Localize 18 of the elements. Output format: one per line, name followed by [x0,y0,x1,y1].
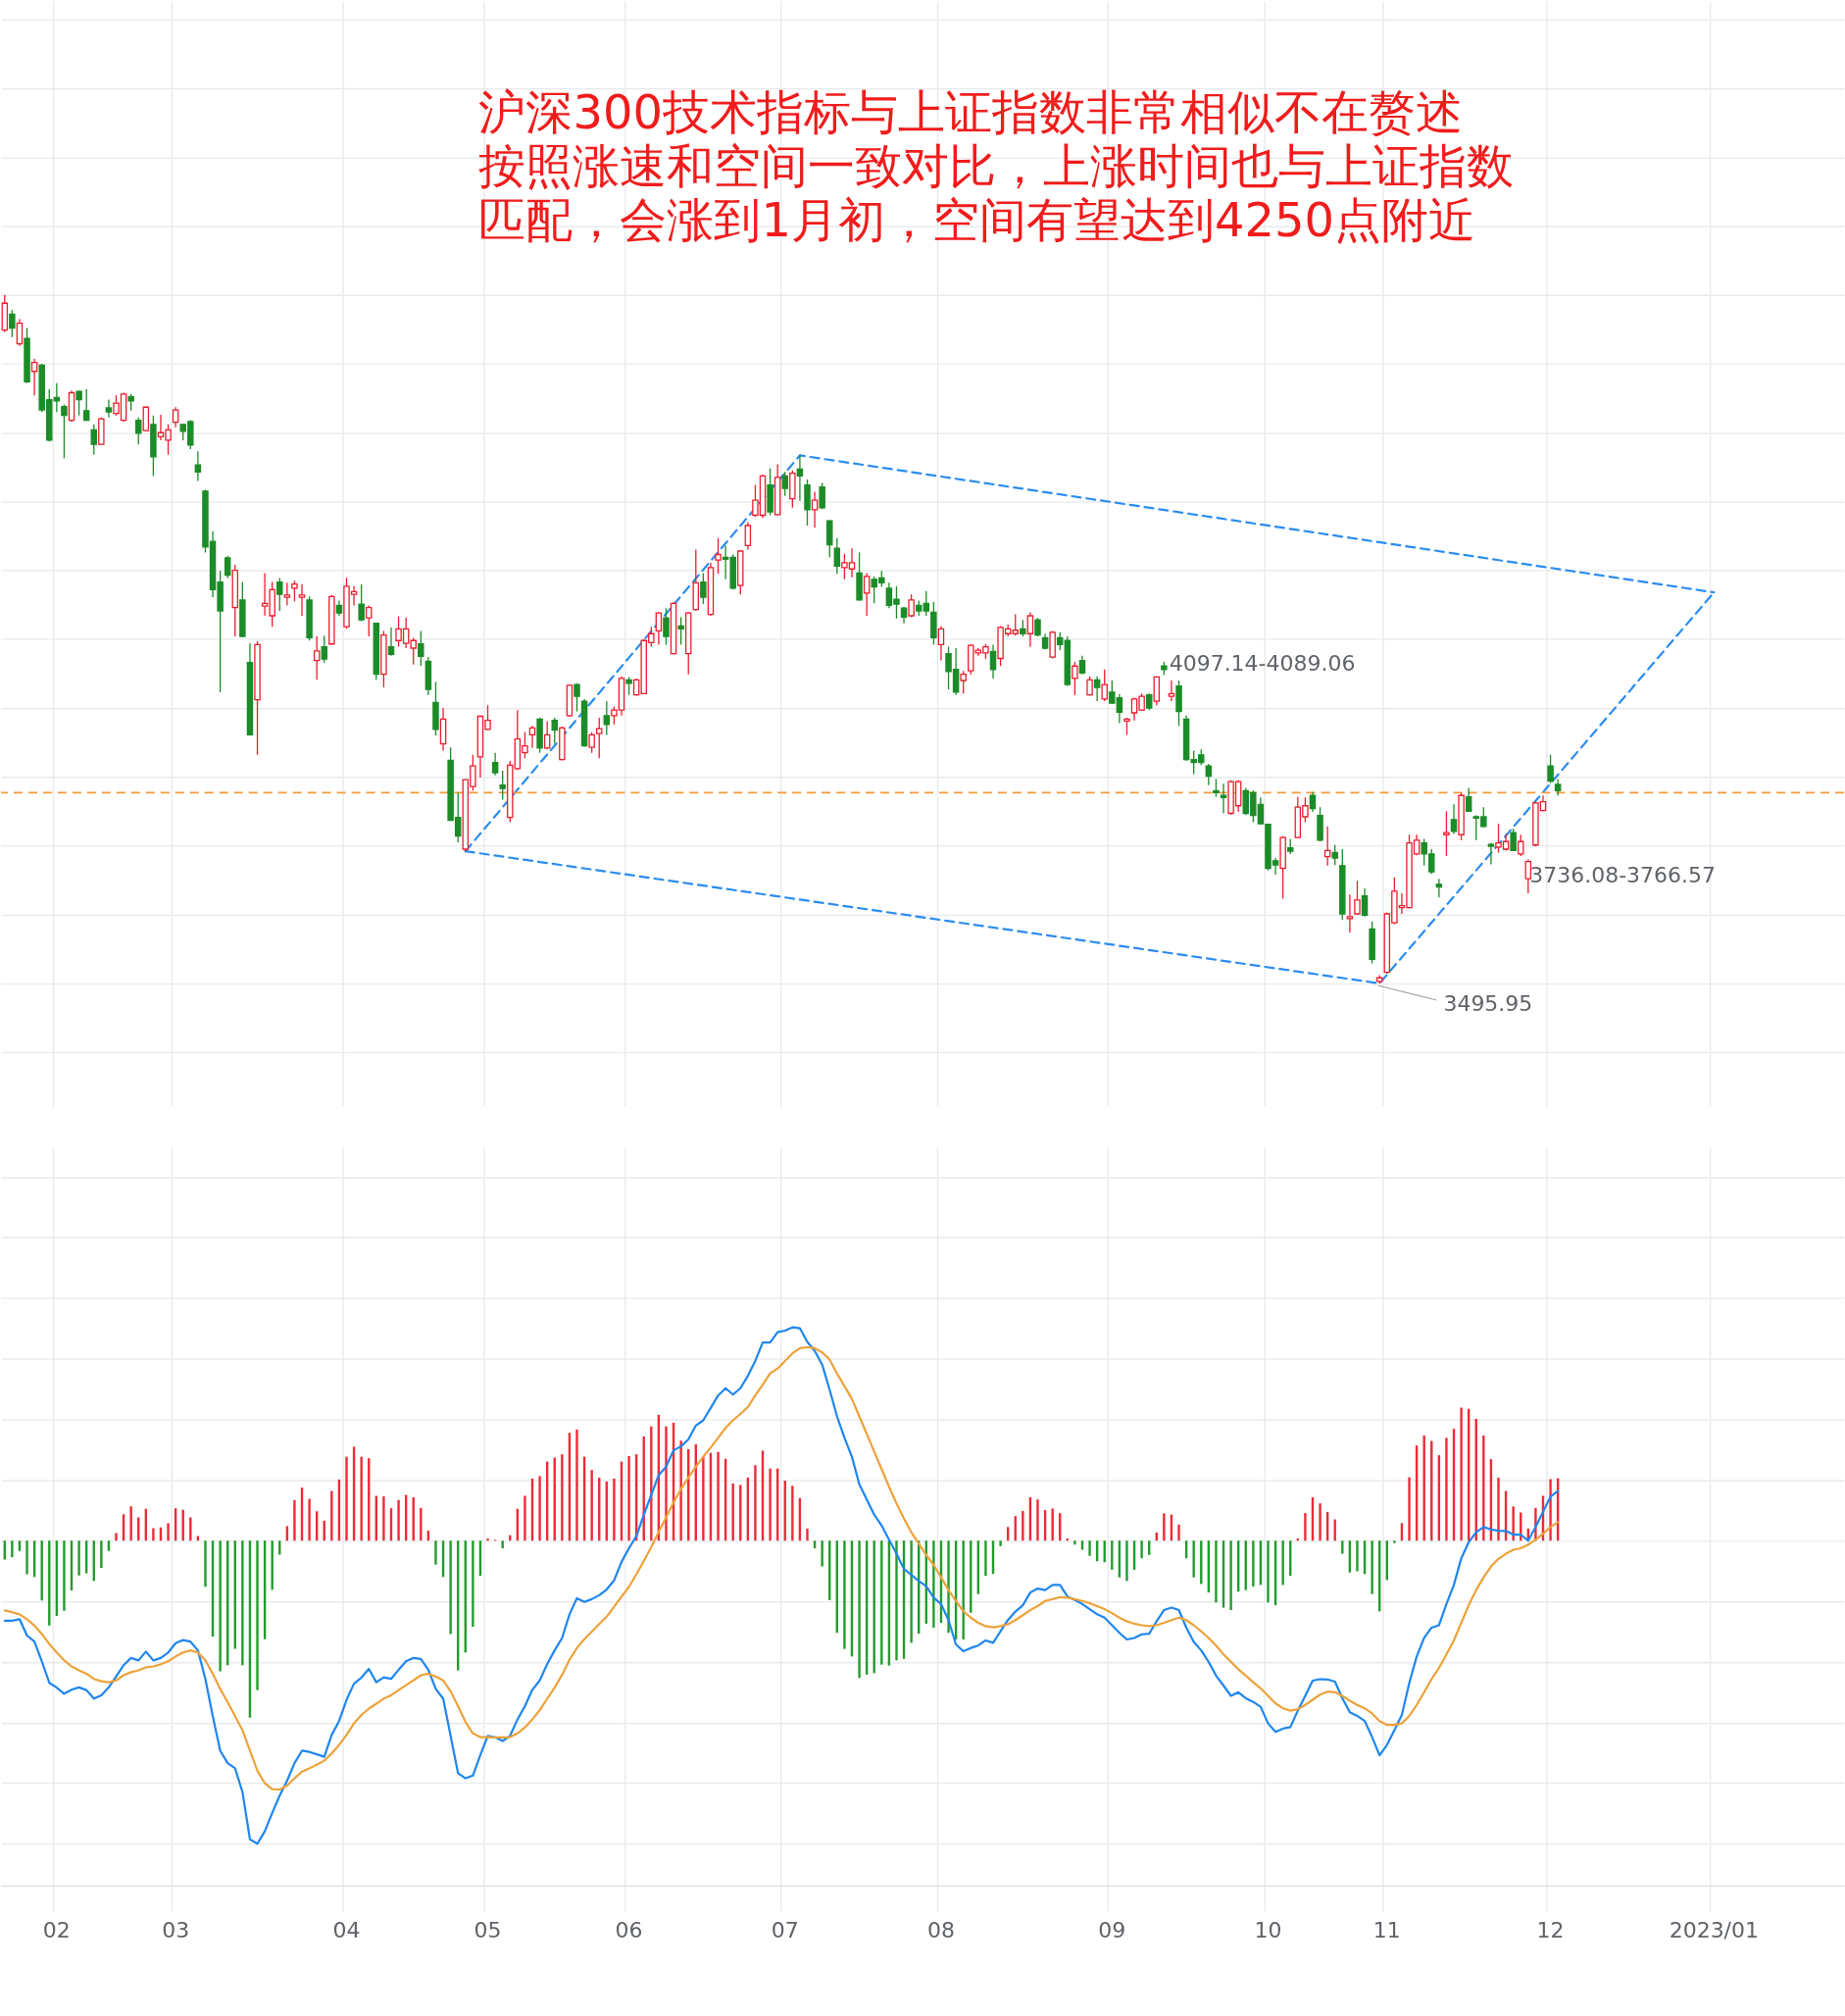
x-tick-label: 07 [771,1918,799,1943]
annotation: 4097.14-4089.06 [1169,651,1356,677]
x-tick-label: 04 [332,1918,361,1943]
x-tick-label: 11 [1372,1918,1401,1943]
text: 按照涨速和空间一致对比，上涨时间也与上证指数 [478,138,1515,193]
x-tick-label: 10 [1254,1918,1282,1943]
x-tick-label: 09 [1098,1918,1126,1943]
x-tick-label: 2023/01 [1669,1918,1759,1943]
x-tick-label: 06 [615,1918,643,1943]
x-tick-label: 12 [1536,1918,1565,1943]
x-tick-label: 03 [162,1918,190,1943]
text: 3495.95 [1443,990,1533,1016]
x-tick-label: 05 [474,1918,502,1943]
x-tick-label: 02 [42,1918,71,1943]
annotation: 3736.08-3766.57 [1529,863,1716,888]
text: 沪深300技术指标与上证指数非常相似不在赘述 [478,84,1463,139]
x-tick-label: 08 [926,1918,955,1943]
text: 匹配，会涨到1月初，空间有望达到4250点附近 [478,192,1475,247]
